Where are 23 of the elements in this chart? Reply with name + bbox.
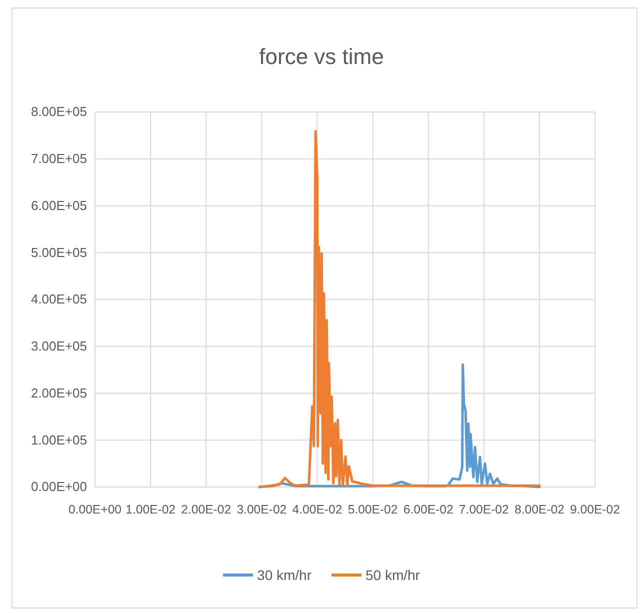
y-tick-label: 0.00E+00 <box>30 479 87 494</box>
y-tick-label: 1.00E+05 <box>30 432 87 448</box>
chart-title: force vs time <box>259 44 384 69</box>
y-tick-label: 7.00E+05 <box>30 151 87 166</box>
y-tick-label: 4.00E+05 <box>30 292 87 307</box>
x-tick-label: 0.00E+00 <box>68 502 122 517</box>
x-tick-label: 9.00E-02 <box>570 502 620 517</box>
legend-label: 50 km/hr <box>366 567 420 583</box>
x-tick-label: 8.00E-02 <box>514 502 565 517</box>
x-tick-label: 4.00E-02 <box>292 502 342 517</box>
x-tick-label: 2.00E-02 <box>181 502 232 517</box>
y-tick-label: 6.00E+05 <box>30 198 87 213</box>
x-tick-label: 7.00E-02 <box>458 502 509 517</box>
x-tick-label: 6.00E-02 <box>403 502 454 517</box>
x-tick-label: 3.00E-02 <box>236 502 287 517</box>
x-tick-label: 5.00E-02 <box>348 502 398 517</box>
x-tick-label: 1.00E-02 <box>126 502 176 517</box>
y-tick-label: 5.00E+05 <box>30 244 87 260</box>
legend-label: 30 km/hr <box>257 567 312 583</box>
y-tick-label: 2.00E+05 <box>30 385 87 400</box>
y-tick-label: 8.00E+05 <box>30 104 87 120</box>
line-series <box>258 130 541 488</box>
y-tick-label: 3.00E+05 <box>30 338 87 354</box>
